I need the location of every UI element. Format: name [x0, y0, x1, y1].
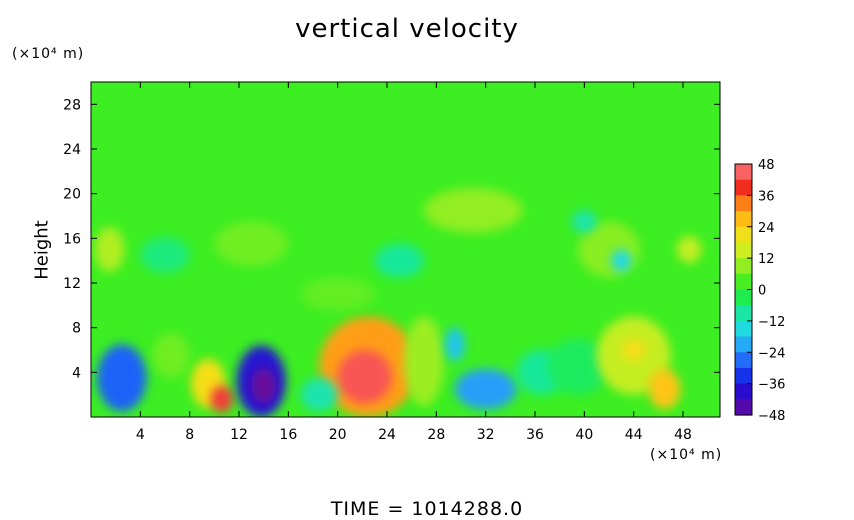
x-tick-label: 44: [625, 427, 643, 443]
colorbar-band: [735, 305, 752, 322]
colorbar-tick-label: 12: [758, 252, 775, 267]
colorbar-band: [735, 289, 752, 306]
x-tick-label: 20: [329, 427, 347, 443]
x-tick-label: 12: [230, 427, 248, 443]
x-axis-unit-label: (×10⁴ m): [650, 447, 723, 463]
heatmap-cell-24: [676, 236, 702, 263]
heatmap-cell-7: [404, 316, 444, 406]
colorbar-tick-label: −12: [758, 315, 785, 330]
heatmap-cell-26: [300, 277, 375, 311]
x-tick-label: 40: [575, 427, 593, 443]
heatmap-cell-9: [454, 368, 517, 410]
y-axis: 4 8 12 16 20 24 28: [63, 97, 720, 381]
colorbar-band: [735, 399, 752, 416]
chart-title: vertical velocity: [295, 14, 519, 44]
colorbar-tick-label: 48: [758, 158, 775, 173]
heatmap-cell-13: [648, 368, 681, 410]
heatmap-cell-15: [152, 333, 190, 378]
heatmap-cell-4: [251, 367, 276, 404]
colorbar-band: [735, 242, 752, 259]
heatmap-cell-0: [97, 344, 147, 412]
heatmap-cell-25: [572, 210, 597, 233]
y-tick-label: 20: [63, 187, 81, 203]
heatmap-cell-2: [210, 385, 233, 413]
heatmap-cell-21: [374, 243, 425, 278]
heatmap-cell-11: [547, 338, 610, 395]
colorbar-tick-label: −36: [758, 378, 785, 393]
colorbar-band: [735, 320, 752, 338]
x-tick-label: 8: [185, 427, 194, 443]
colorbar-tick-label: −48: [758, 409, 785, 424]
time-footer: TIME = 1014288.0: [330, 498, 524, 520]
x-axis: 4 8 12 16 20 24 28 32 36 40 44 48: [136, 82, 692, 443]
heatmap-cell-18: [214, 221, 289, 267]
heatmap-cell-16: [300, 377, 338, 412]
x-tick-label: 24: [378, 427, 396, 443]
colorbar-band: [735, 273, 752, 291]
y-tick-label: 4: [72, 365, 81, 381]
y-tick-label: 8: [72, 321, 81, 337]
colorbar-tick-label: 24: [758, 221, 775, 236]
heatmap-cell-20: [424, 188, 523, 233]
colorbar-band: [735, 352, 752, 369]
heatmap-cell-17: [94, 227, 125, 272]
colorbar-band: [735, 383, 752, 400]
colorbar-band: [735, 226, 752, 244]
y-tick-label: 28: [63, 97, 81, 113]
colorbar: 48 36 24 12 0 −12 −24 −36 −48: [734, 158, 785, 424]
colorbar-band: [735, 195, 752, 212]
heatmap-cell-6: [337, 350, 392, 404]
y-tick-label: 16: [63, 231, 81, 247]
x-tick-label: 48: [674, 427, 692, 443]
x-tick-label: 36: [526, 427, 544, 443]
heatmap-cell-19: [140, 237, 190, 273]
heatmap-cell-23: [611, 249, 632, 272]
heatmap-cell-8: [444, 327, 465, 362]
x-tick-label: 16: [279, 427, 297, 443]
x-tick-label: 32: [477, 427, 495, 443]
colorbar-tick-label: 0: [758, 284, 766, 299]
y-axis-unit-label: (×10⁴ m): [12, 46, 85, 62]
colorbar-band: [735, 179, 752, 196]
heatmap-cell-14: [621, 338, 647, 362]
colorbar-tick-label: 36: [758, 189, 775, 204]
heatmap-field: [91, 82, 720, 417]
colorbar-band: [735, 258, 752, 275]
x-tick-label: 28: [427, 427, 445, 443]
y-tick-label: 24: [63, 142, 81, 158]
colorbar-tick-label: −24: [758, 346, 785, 361]
colorbar-band: [735, 336, 752, 353]
plot-frame: [90, 81, 721, 418]
colorbar-band: [735, 211, 752, 228]
colorbar-band: [735, 164, 752, 181]
x-tick-label: 4: [136, 427, 145, 443]
colorbar-band: [735, 367, 752, 385]
y-tick-label: 12: [63, 276, 81, 292]
